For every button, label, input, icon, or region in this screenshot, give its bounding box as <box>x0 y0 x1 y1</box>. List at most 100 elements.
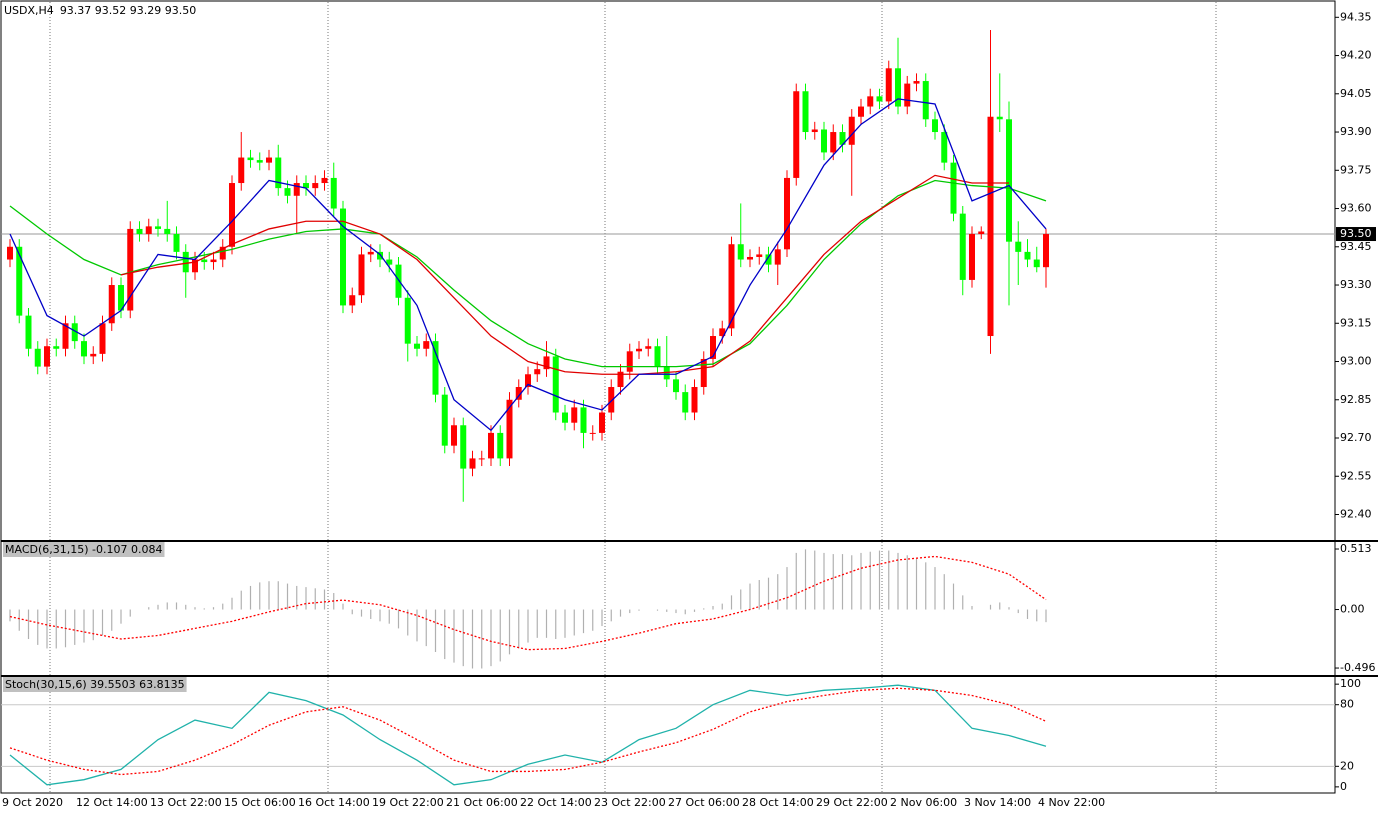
candle-body <box>682 392 689 413</box>
x-tick-label: 15 Oct 06:00 <box>224 796 296 809</box>
candle-body <box>155 226 161 229</box>
chart-subtitle: 93.37 93.52 93.29 93.50 <box>60 4 196 17</box>
candle-body <box>340 208 346 306</box>
candle-body <box>349 295 356 306</box>
candle-body <box>700 358 707 388</box>
y-tick-label: 0 <box>1340 780 1347 793</box>
candle-body <box>358 254 365 296</box>
candle-body <box>913 81 920 84</box>
candle-body <box>950 162 957 214</box>
x-tick-label: 2 Nov 06:00 <box>890 796 957 809</box>
x-tick-label: 29 Oct 22:00 <box>816 796 888 809</box>
candle-body <box>848 116 855 145</box>
chart-title: USDX,H4 <box>4 4 54 17</box>
candle-body <box>895 68 901 107</box>
candle-body <box>904 83 911 107</box>
candle-body <box>108 285 115 324</box>
candle-body <box>284 188 291 196</box>
candle-body <box>636 348 642 352</box>
y-tick-label: 93.15 <box>1340 316 1372 329</box>
candle-body <box>145 226 152 235</box>
x-tick-label: 13 Oct 22:00 <box>150 796 222 809</box>
candle-body <box>710 336 716 359</box>
x-tick-label: 22 Oct 14:00 <box>520 796 592 809</box>
candle-body <box>182 251 189 273</box>
candle-body <box>62 323 69 349</box>
candle-body <box>932 119 938 133</box>
candle-body <box>81 341 87 357</box>
y-tick-label: 93.45 <box>1340 240 1372 253</box>
candle-body <box>25 315 32 349</box>
candle-body <box>608 387 615 413</box>
frame <box>0 0 1336 794</box>
y-tick-label: 93.30 <box>1340 278 1372 291</box>
y-tick-label: 0.00 <box>1340 603 1365 616</box>
candle-body <box>164 228 171 235</box>
y-tick-label: 94.20 <box>1340 49 1372 62</box>
last-price-label: 93.50 <box>1340 227 1372 240</box>
candle-body <box>395 264 402 298</box>
candle-body <box>1006 119 1012 242</box>
candle-body <box>969 234 975 280</box>
candle-body <box>765 254 772 265</box>
panel-title-bg <box>3 542 165 557</box>
y-tick-label: 94.05 <box>1340 87 1372 100</box>
indicator-line <box>9 555 1047 651</box>
candle-body <box>266 157 272 163</box>
indicator-line <box>9 684 1047 786</box>
candle-body <box>377 251 383 260</box>
candle-body <box>201 259 208 263</box>
candle-body <box>774 249 781 265</box>
candle-body <box>987 116 994 337</box>
candle-body <box>478 458 485 460</box>
candle-body <box>34 348 41 367</box>
x-tick-label: 23 Oct 22:00 <box>594 796 666 809</box>
last-price-box <box>1336 227 1376 242</box>
y-tick-label: 93.00 <box>1340 355 1372 368</box>
candle-body <box>941 132 948 163</box>
candle-body <box>488 432 494 459</box>
y-tick-label: 92.55 <box>1340 469 1372 482</box>
x-tick-label: 9 Oct 2020 <box>2 796 63 809</box>
candle-body <box>441 394 448 446</box>
indicator-line <box>9 179 1047 368</box>
candle-body <box>673 379 679 393</box>
x-tick-label: 3 Nov 14:00 <box>964 796 1031 809</box>
candle-body <box>238 157 245 184</box>
candle-body <box>626 351 633 372</box>
candle-body <box>543 356 550 370</box>
y-tick-label: 92.40 <box>1340 508 1372 521</box>
candle-body <box>617 371 624 388</box>
candle-body <box>867 96 874 107</box>
candle-body <box>691 387 698 413</box>
candle-body <box>599 412 605 433</box>
candle-body <box>534 369 541 375</box>
x-tick-label: 16 Oct 14:00 <box>298 796 370 809</box>
x-tick-label: 21 Oct 06:00 <box>446 796 518 809</box>
y-tick-label: -0.496 <box>1340 661 1375 674</box>
candle-body <box>811 129 818 133</box>
candle-body <box>497 432 504 459</box>
y-tick-label: 93.75 <box>1340 163 1372 176</box>
y-tick-label: 100 <box>1340 677 1361 690</box>
y-tick-label: 92.85 <box>1340 393 1372 406</box>
candle-body <box>321 177 328 184</box>
candle-body <box>876 96 883 102</box>
panel-title: MACD(6,31,15) -0.107 0.084 <box>5 543 163 556</box>
candle-body <box>469 458 476 469</box>
y-tick-label: 80 <box>1340 698 1354 711</box>
candle-body <box>654 346 661 367</box>
x-tick-label: 19 Oct 22:00 <box>372 796 444 809</box>
candle-body <box>978 231 985 235</box>
candle-body <box>312 183 319 189</box>
x-tick-label: 27 Oct 06:00 <box>668 796 740 809</box>
candle-body <box>821 129 827 153</box>
y-tick-label: 0.513 <box>1340 542 1372 555</box>
indicator-line <box>120 174 1009 375</box>
candle-body <box>7 246 13 260</box>
candle-body <box>589 432 596 434</box>
candle-body <box>460 425 467 469</box>
panel-title-bg <box>3 677 187 692</box>
